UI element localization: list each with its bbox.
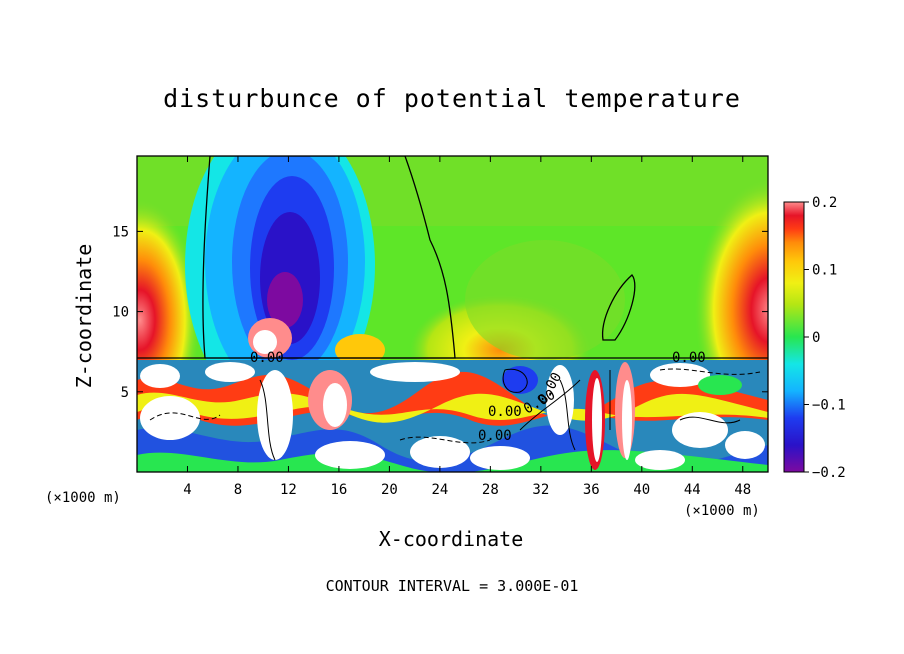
x-tick-label: 20 — [381, 482, 398, 498]
x-tick-label: 16 — [330, 482, 347, 498]
colorbar-tick-label: −0.2 — [812, 465, 846, 481]
y-axis: 5 10 15 — [112, 224, 768, 401]
y-tick-label: 10 — [112, 305, 129, 321]
x-tick-label: 28 — [482, 482, 499, 498]
colorbar-tick-label: 0.2 — [812, 195, 837, 211]
contour-label: 0.00 — [488, 404, 522, 420]
y-tick-label: 15 — [112, 224, 129, 240]
colorbar-ticks: 0.2 0.1 0 −0.1 −0.2 — [804, 195, 846, 481]
x-tick-label: 24 — [431, 482, 448, 498]
upper-field — [137, 156, 768, 360]
y-axis-label: Z-coordinate — [72, 243, 96, 389]
x-tick-label: 32 — [532, 482, 549, 498]
x-axis: 4 8 12 16 20 24 28 32 36 40 44 48 — [183, 156, 751, 498]
colorbar-tick-label: 0.1 — [812, 263, 837, 279]
x-tick-label: 12 — [280, 482, 297, 498]
colorbar-tick-label: −0.1 — [812, 398, 846, 414]
contour-label: 0.00 — [478, 428, 512, 444]
colorbar — [783, 201, 805, 473]
x-axis-label: X-coordinate — [378, 527, 524, 551]
x-tick-label: 44 — [684, 482, 701, 498]
x-tick-label: 36 — [583, 482, 600, 498]
y-tick-label: 5 — [121, 385, 129, 401]
x-tick-label: 8 — [234, 482, 242, 498]
x-tick-label: 4 — [183, 482, 191, 498]
x-tick-label: 48 — [734, 482, 751, 498]
x-tick-label: 40 — [633, 482, 650, 498]
x-unit-note-right: (×1000 m) — [684, 503, 760, 519]
contour-label: 0.00 — [250, 350, 284, 366]
colorbar-tick-label: 0 — [812, 330, 820, 346]
contour-label: 0.00 — [672, 350, 706, 366]
contour-interval-text: CONTOUR INTERVAL = 3.000E-01 — [325, 577, 579, 595]
chart-title: disturbunce of potential temperature — [163, 84, 741, 113]
lower-field — [137, 360, 768, 472]
x-unit-note-left: (×1000 m) — [45, 490, 121, 506]
plot-frame — [136, 155, 769, 473]
